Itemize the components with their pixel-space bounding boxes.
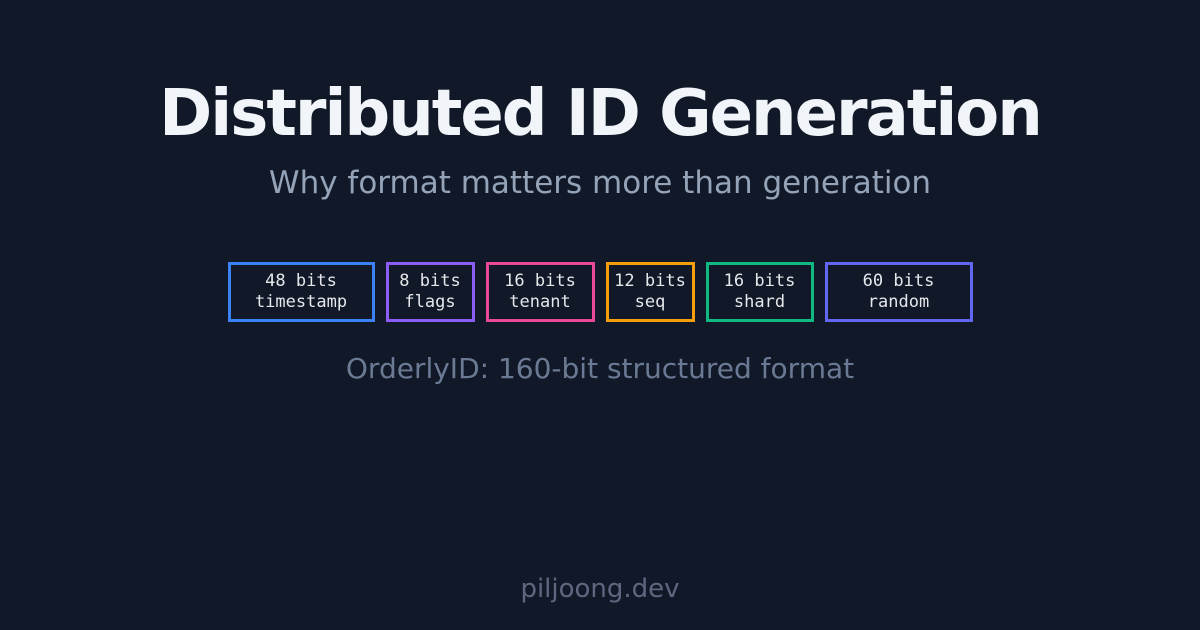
id-segment: 12 bits seq: [605, 262, 695, 322]
segment-name-label: tenant: [509, 292, 571, 312]
segment-bits-label: 12 bits: [614, 271, 686, 291]
id-segment: 8 bits flags: [385, 262, 475, 322]
segment-name-label: random: [867, 292, 930, 312]
id-segment: 16 bits shard: [705, 262, 814, 322]
id-segment: 60 bits random: [824, 262, 973, 322]
segment-bits-label: 16 bits: [723, 271, 796, 291]
site-footer: piljoong.dev: [520, 574, 680, 604]
id-segment: 16 bits tenant: [485, 262, 595, 322]
page-subtitle: Why format matters more than generation: [268, 165, 932, 201]
format-caption: OrderlyID: 160-bit structured format: [345, 352, 855, 385]
id-format-diagram: 48 bits timestamp 8 bits flags 16 bits t…: [0, 262, 1200, 322]
segment-bits-label: 8 bits: [399, 271, 461, 291]
segment-name-label: timestamp: [254, 292, 348, 312]
page-title: Distributed ID Generation: [159, 77, 1043, 151]
segment-name-label: flags: [404, 292, 456, 312]
segment-bits-label: 48 bits: [265, 271, 337, 291]
segment-bits-label: 16 bits: [504, 271, 576, 291]
id-segment: 48 bits timestamp: [227, 262, 375, 322]
segment-name-label: seq: [634, 292, 666, 312]
segment-name-label: shard: [733, 292, 786, 312]
segment-bits-label: 60 bits: [862, 271, 935, 291]
